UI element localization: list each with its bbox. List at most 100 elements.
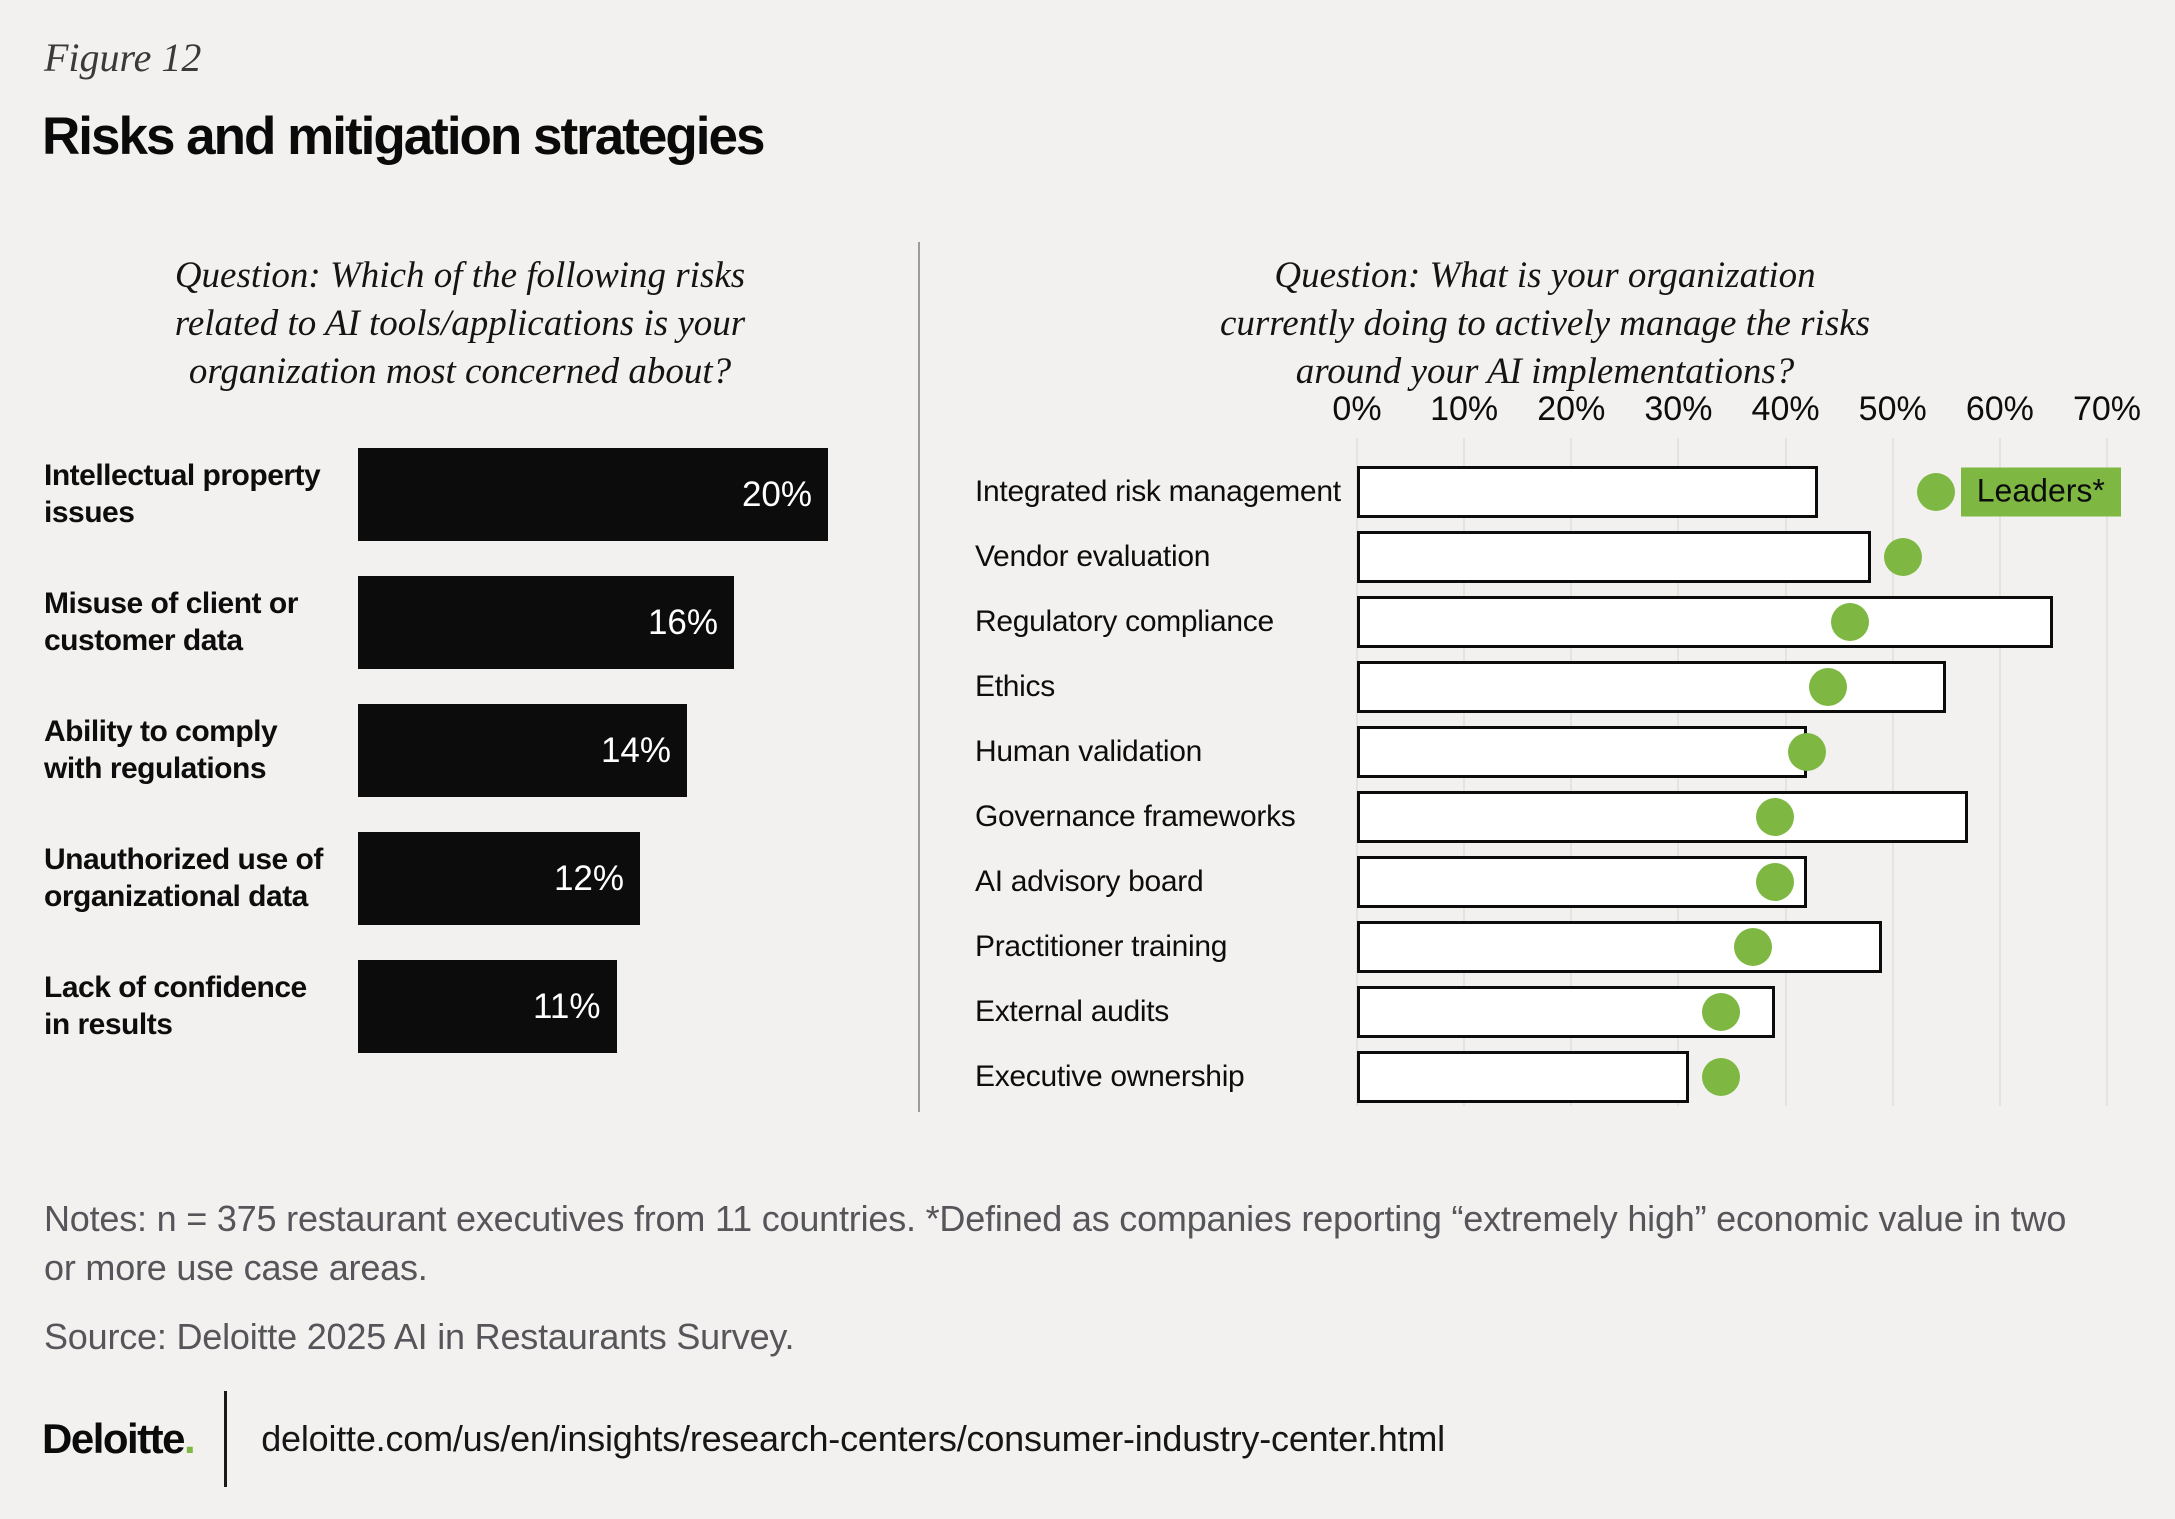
row-track (1357, 1051, 2107, 1103)
bar-row-label: Ability to comply with regulations (44, 714, 344, 787)
white-bar (1357, 1051, 1690, 1103)
leaders-dot (1809, 668, 1848, 706)
leaders-dot (1916, 473, 1955, 511)
right-chart-question: Question: What is your organization curr… (1105, 252, 1985, 396)
bar-dot-row: Regulatory compliance (975, 596, 2115, 648)
white-bar (1357, 791, 1968, 843)
label-line: with regulations (44, 751, 267, 785)
row-track (1357, 921, 2107, 973)
footer-divider (224, 1391, 228, 1487)
row-label: Integrated risk management (975, 475, 1341, 508)
left-question-line: Question: Which of the following risks (174, 255, 746, 296)
risks-bar-chart: Intellectual property issues 20% Misuse … (44, 448, 884, 1088)
bar-dot-row: Practitioner training (975, 921, 2115, 973)
bar-row: Lack of confidence in results 11% (44, 960, 884, 1053)
bar-dot-row: Governance frameworks (975, 791, 2115, 843)
white-bar (1357, 596, 2054, 648)
bar-track: 11% (358, 960, 828, 1053)
chart-rows: Integrated risk management Leaders* Vend… (975, 466, 2121, 1116)
bar-row-label: Misuse of client or customer data (44, 586, 344, 659)
source-text: Source: Deloitte 2025 AI in Restaurants … (44, 1316, 795, 1357)
row-track (1357, 726, 2107, 778)
label-line: customer data (44, 623, 243, 657)
axis-tick: 10% (1430, 390, 1499, 428)
footer-url[interactable]: deloitte.com/us/en/insights/research-cen… (261, 1418, 1445, 1459)
footer: Deloitte. deloitte.com/us/en/insights/re… (42, 1390, 1445, 1488)
black-bar: 14% (358, 704, 687, 797)
row-track: Leaders* (1357, 466, 2121, 518)
label-line: Intellectual property (44, 458, 321, 492)
figure-label: Figure 12 (44, 35, 202, 80)
row-track (1357, 596, 2107, 648)
logo-green-period: . (184, 1415, 196, 1462)
legend-badge: Leaders* (1960, 467, 2121, 517)
leaders-dot (1830, 603, 1869, 641)
page-title: Risks and mitigation strategies (42, 107, 765, 166)
leaders-dot (1755, 863, 1794, 901)
leaders-dot (1734, 928, 1773, 966)
notes-text: Notes: n = 375 restaurant executives fro… (44, 1198, 2067, 1289)
axis-tick: 50% (1858, 390, 1927, 428)
white-bar (1357, 661, 1947, 713)
label-line: Unauthorized use of (44, 842, 323, 876)
axis-tick: 70% (2072, 390, 2142, 428)
bar-value-label: 16% (647, 602, 718, 642)
row-track (1357, 856, 2107, 908)
left-chart-question: Question: Which of the following risks r… (110, 252, 810, 396)
black-bar: 20% (358, 448, 828, 541)
leaders-dot (1702, 1058, 1741, 1096)
right-question-line: around your AI implementations? (1295, 351, 1795, 393)
bar-dot-row: Human validation (975, 726, 2115, 778)
bar-track: 16% (358, 576, 828, 669)
row-label: AI advisory board (975, 865, 1204, 898)
row-label: Vendor evaluation (975, 540, 1211, 573)
row-label: Human validation (975, 735, 1202, 768)
bar-track: 12% (358, 832, 828, 925)
left-question-line: related to AI tools/applications is your (174, 303, 746, 345)
right-question-line: currently doing to actively manage the r… (1219, 303, 1871, 345)
bar-row: Ability to comply with regulations 14% (44, 704, 884, 797)
bar-dot-row: Ethics (975, 661, 2115, 713)
bar-dot-row: Executive ownership (975, 1051, 2115, 1103)
bar-row: Intellectual property issues 20% (44, 448, 884, 541)
bar-row: Misuse of client or customer data 16% (44, 576, 884, 669)
bar-row-label: Unauthorized use of organizational data (44, 842, 344, 915)
gridline (1891, 438, 1894, 1106)
black-bar: 16% (358, 576, 734, 669)
row-label: Ethics (975, 670, 1055, 703)
white-bar (1357, 921, 1882, 973)
row-label: Practitioner training (975, 930, 1228, 963)
white-bar (1357, 856, 1807, 908)
row-track (1357, 791, 2107, 843)
white-bar (1357, 466, 1818, 518)
gridline (2106, 438, 2108, 1106)
gridline (1998, 438, 2001, 1106)
x-axis: 0% 10% 20% 30% 40% 50% 60% 70% (1332, 390, 2141, 432)
row-track (1357, 986, 2107, 1038)
label-line: organizational data (44, 879, 308, 913)
axis-tick: 0% (1332, 390, 1382, 428)
row-label: Regulatory compliance (975, 605, 1274, 638)
bar-value-label: 14% (600, 730, 671, 770)
label-line: in results (44, 1007, 173, 1041)
white-bar (1357, 531, 1872, 583)
black-bar: 11% (358, 960, 617, 1053)
row-label: Governance frameworks (975, 800, 1296, 833)
bar-dot-row: Vendor evaluation (975, 531, 2115, 583)
leaders-dot (1787, 733, 1826, 771)
row-label: Executive ownership (975, 1060, 1245, 1093)
axis-tick: 60% (1965, 390, 2034, 428)
label-line: Ability to comply (44, 714, 278, 748)
deloitte-logo: Deloitte. (42, 1415, 196, 1463)
bar-value-label: 20% (741, 474, 812, 514)
bar-track: 14% (358, 704, 828, 797)
row-label: External audits (975, 995, 1169, 1028)
black-bar: 12% (358, 832, 640, 925)
logo-wordmark: Deloitte (42, 1415, 186, 1462)
bar-row-label: Intellectual property issues (44, 458, 344, 531)
leaders-dot (1884, 538, 1923, 576)
left-question-line: organization most concerned about? (188, 351, 732, 393)
bar-row-label: Lack of confidence in results (44, 970, 344, 1043)
mitigation-bar-dot-chart: 0% 10% 20% 30% 40% 50% 60% 70% Integrate… (975, 390, 2141, 1110)
